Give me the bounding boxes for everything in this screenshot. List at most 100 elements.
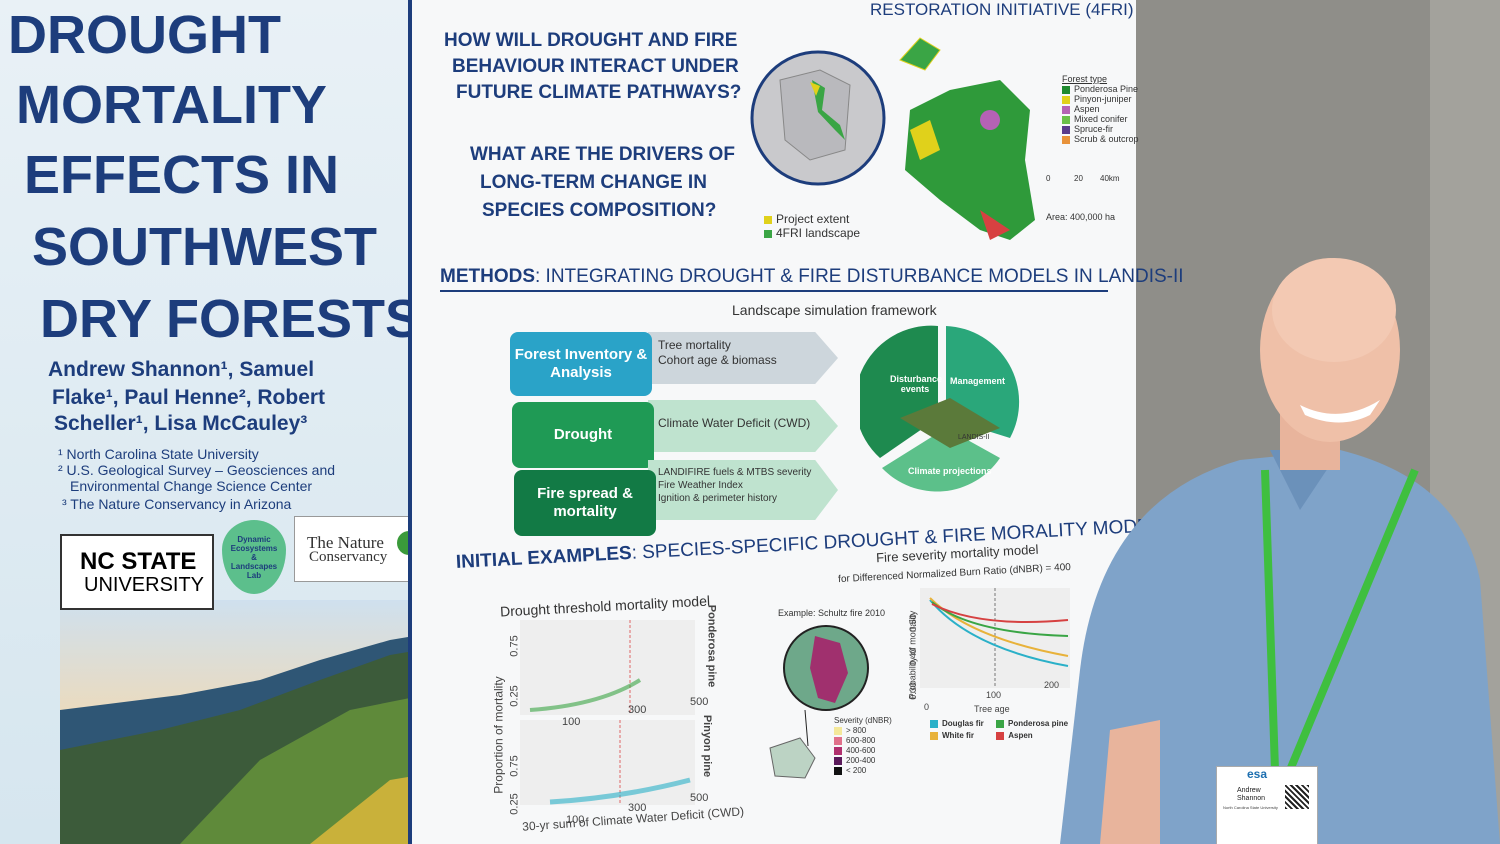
badge-affiliation: North Carolina State University [1223,805,1278,810]
legend-label: Spruce-fir [1074,124,1114,134]
legend-label: White fir [942,731,974,740]
tick-label: 100 [562,716,581,728]
badge-org: esa [1247,767,1268,781]
badge-name: Shannon [1237,795,1266,802]
legend-title: Severity (dNBR) [834,716,892,725]
scatter-panels [520,620,695,805]
question: WHAT ARE THE DRIVERS OF [470,144,735,165]
species-legend: Douglas fir Ponderosa pine White fir Asp… [930,718,1068,742]
poster-header: RESTORATION INITIATIVE (4FRI) [870,0,1134,19]
tick-label: 300 [628,704,647,716]
legend-label: Aspen [1008,731,1033,740]
cycle-diagram [860,325,1020,492]
input: Cohort age & biomass [658,353,777,367]
tick-label: 500 [690,792,709,804]
question: HOW WILL DROUGHT AND FIRE [444,30,738,51]
cycle-label: Management [950,376,1006,386]
species-label: Ponderosa pine [705,604,718,688]
question: LONG-TERM CHANGE IN [480,172,707,193]
tick-label: 300 [628,802,647,814]
legend-label: Ponderosa Pine [1074,84,1139,94]
affiliation: ¹ North Carolina State University [58,446,259,462]
affiliation: ² U.S. Geological Survey – Geosciences a… [58,462,336,478]
legend-label: 600-800 [846,736,876,745]
axis-label: Probability of mortality [907,610,918,700]
logo-text: The Nature [307,533,384,552]
model-box: Drought [512,402,654,468]
tick-label: 100 [566,814,585,826]
legend-label: > 800 [846,726,867,735]
input: LANDIFIRE fuels & MTBS severity [658,467,812,478]
logo-text: NC STATE [80,548,197,575]
scale-label: 0 [1046,174,1051,183]
tick-label: 100 [986,690,1002,700]
scale-label: 40km [1100,174,1120,183]
severity-legend: Severity (dNBR) > 800 600-800 400-600 20… [834,716,892,776]
input: Fire Weather Index [658,480,743,491]
author-line: Scheller¹, Lisa McCauley³ [54,412,308,435]
qr-code [1285,785,1309,809]
axis-label: Proportion of mortality [491,676,506,794]
tick-label: 200 [1044,680,1060,690]
ncstate-logo: NC STATE UNIVERSITY [60,534,214,610]
legend-label: 200-400 [846,756,876,765]
input: Tree mortality [658,338,731,352]
title-line: DRY FORESTS [40,289,422,349]
tick-label: 0.25 [508,685,521,707]
title-line: SOUTHWEST [32,217,377,277]
tick-label: 0 [924,702,930,712]
input: Ignition & perimeter history [658,493,777,504]
framework-label: Landscape simulation framework [732,302,937,318]
legend-label: Scrub & outcrop [1074,134,1139,144]
model-box: Fire spread & mortality [514,470,656,536]
legend-label: Mixed conifer [1074,114,1128,124]
legend-label: Pinyon-juniper [1074,94,1132,104]
methods-heading: METHODS: INTEGRATING DROUGHT & FIRE DIST… [440,266,1184,288]
scale-label: 20 [1074,174,1083,183]
input-arrow: LANDIFIRE fuels & MTBS severity Fire Weat… [648,460,838,520]
axis-label: Tree age [974,704,1010,714]
question: FUTURE CLIMATE PATHWAYS? [456,82,742,103]
legend-label: Douglas fir [942,719,984,728]
badge-name: Andrew [1237,787,1261,794]
maps [750,37,1035,240]
cycle-label: Disturbance events [890,374,943,394]
title-line: EFFECTS IN [24,145,340,205]
tick-label: 500 [690,696,709,708]
input-arrow: Tree mortality Cohort age & biomass [648,332,838,384]
question: SPECIES COMPOSITION? [482,200,717,221]
person [1060,258,1500,844]
title-line: DROUGHT [8,5,281,65]
fire-map [769,625,869,779]
badge: esa Andrew Shannon North Carolina State … [1216,766,1318,844]
affiliation: ³ The Nature Conservancy in Arizona [62,496,292,512]
rule [440,290,1108,292]
legend-label: 4FRI landscape [776,226,861,240]
affiliation: Environmental Change Science Center [70,478,313,494]
cycle-label: LANDIS-II [958,434,990,441]
legend-label: Ponderosa pine [1008,719,1069,728]
tick-label: 0.25 [508,793,521,815]
legend-label: < 200 [846,766,867,775]
title-line: MORTALITY [16,75,327,135]
input-arrow: Climate Water Deficit (CWD) [648,400,838,452]
input: Climate Water Deficit (CWD) [658,416,811,430]
area-label: Area: 400,000 ha [1046,212,1116,222]
legend-title: Forest type [1062,74,1108,84]
legend-label: Aspen [1074,104,1100,114]
tick-label: 0.75 [508,755,521,777]
lab-logo: Dynamic Ecosystems & Landscapes Lab [222,520,286,594]
legend-label: 400-600 [846,746,876,755]
extent-legend: Project extent 4FRI landscape [764,212,860,240]
fire-curves [920,588,1070,688]
author-line: Andrew Shannon¹, Samuel [48,358,315,381]
heading: METHODS [440,266,535,287]
logo-text: Conservancy [309,549,388,565]
species-label: Pinyon pine [701,714,714,778]
cycle-label: Climate projections [908,466,992,476]
legend-label: Project extent [776,212,850,226]
author-line: Flake¹, Paul Henne², Robert [52,386,326,409]
landscape-photo [60,600,450,844]
tick-label: 0.75 [508,635,521,657]
